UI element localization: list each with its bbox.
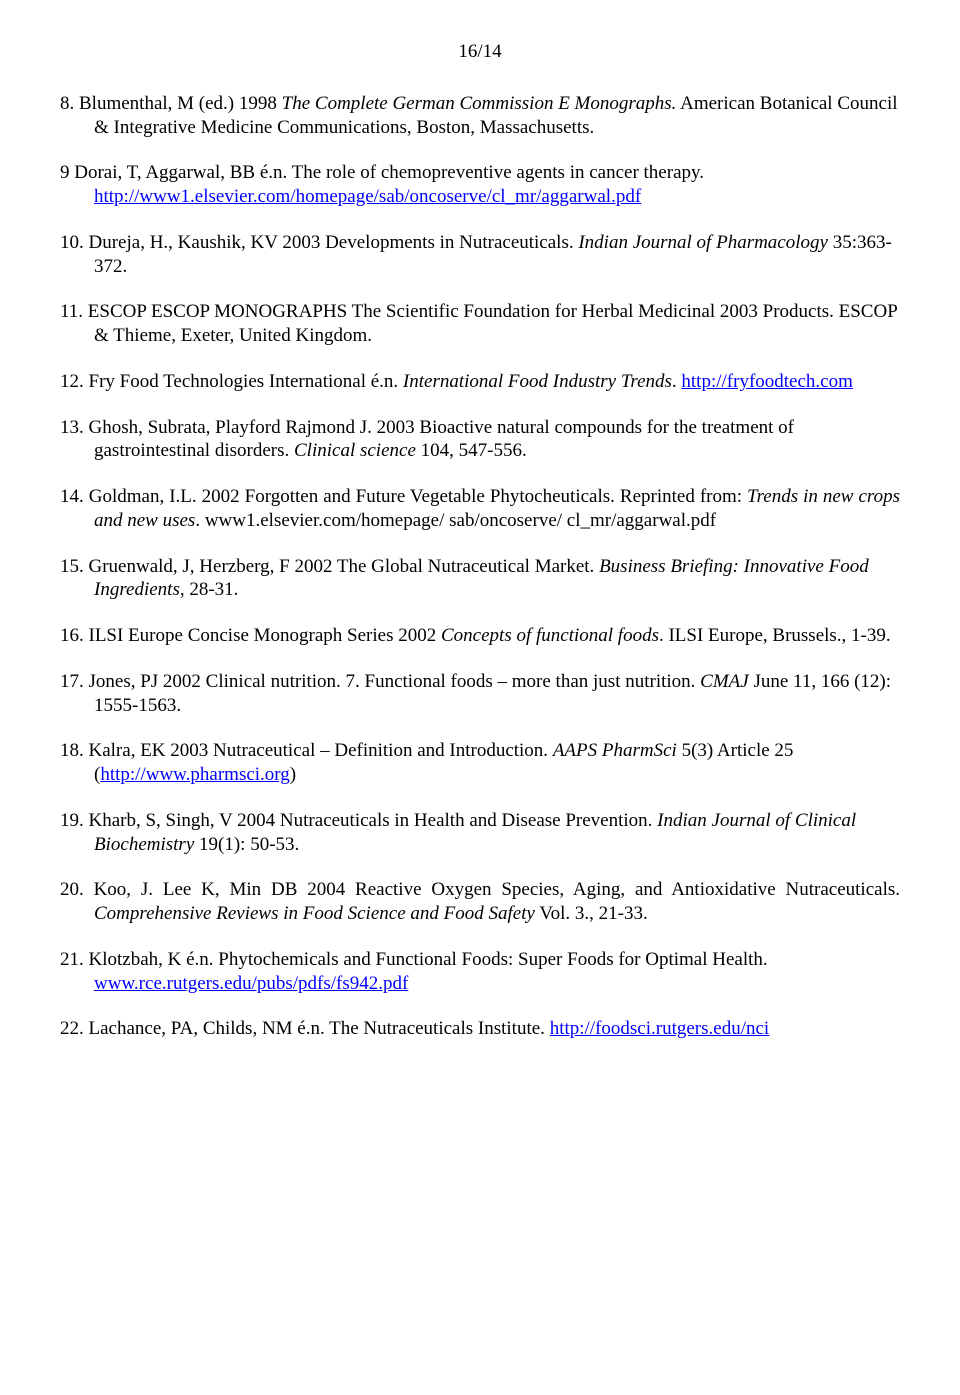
- reference-17: 17. Jones, PJ 2002 Clinical nutrition. 7…: [60, 670, 900, 718]
- ref-text: Jones, PJ 2002 Clinical nutrition. 7. Fu…: [84, 671, 700, 692]
- page-number: 16/14: [60, 40, 900, 64]
- ref-text: ILSI Europe Concise Monograph Series 200…: [84, 625, 441, 646]
- ref-text: Dorai, T, Aggarwal, BB é.n. The role of …: [70, 162, 705, 183]
- ref-num: 20.: [60, 879, 84, 900]
- ref-text: Gruenwald, J, Herzberg, F 2002 The Globa…: [84, 556, 599, 577]
- ref-italic: Comprehensive Reviews in Food Science an…: [94, 903, 535, 924]
- ref-italic: Clinical science: [294, 440, 416, 461]
- reference-10: 10. Dureja, H., Kaushik, KV 2003 Develop…: [60, 231, 900, 279]
- ref-num: 21.: [60, 949, 84, 970]
- ref-text: Blumenthal, M (ed.) 1998: [74, 93, 281, 114]
- reference-12: 12. Fry Food Technologies International …: [60, 370, 900, 394]
- ref-italic: AAPS PharmSci: [553, 740, 677, 761]
- ref-text: Klotzbah, K é.n. Phytochemicals and Func…: [84, 949, 768, 970]
- ref-text: Goldman, I.L. 2002 Forgotten and Future …: [84, 486, 747, 507]
- ref-italic: International Food Industry Trends: [403, 371, 672, 392]
- reference-19: 19. Kharb, S, Singh, V 2004 Nutraceutica…: [60, 809, 900, 857]
- reference-21: 21. Klotzbah, K é.n. Phytochemicals and …: [60, 948, 900, 996]
- reference-9: 9 Dorai, T, Aggarwal, BB é.n. The role o…: [60, 161, 900, 209]
- ref-text: , 28-31.: [180, 579, 239, 600]
- ref-text: 104, 547-556.: [416, 440, 527, 461]
- reference-16: 16. ILSI Europe Concise Monograph Series…: [60, 624, 900, 648]
- ref-italic: The Complete German Commission E Monogra…: [282, 93, 677, 114]
- ref-num: 22.: [60, 1018, 84, 1039]
- ref-num: 8.: [60, 93, 74, 114]
- ref-text: Lachance, PA, Childs, NM é.n. The Nutrac…: [84, 1018, 550, 1039]
- ref-num: 12.: [60, 371, 84, 392]
- ref-link[interactable]: http://www.pharmsci.org: [100, 764, 289, 785]
- ref-link[interactable]: http://foodsci.rutgers.edu/nci: [550, 1018, 770, 1039]
- ref-link[interactable]: http://fryfoodtech.com: [681, 371, 852, 392]
- ref-num: 15.: [60, 556, 84, 577]
- ref-link[interactable]: http://www1.elsevier.com/homepage/sab/on…: [94, 186, 641, 207]
- reference-22: 22. Lachance, PA, Childs, NM é.n. The Nu…: [60, 1017, 900, 1041]
- ref-italic: Indian Journal of Pharmacology: [578, 232, 832, 253]
- ref-num: 14.: [60, 486, 84, 507]
- ref-text: ESCOP ESCOP MONOGRAPHS The Scientific Fo…: [83, 301, 897, 346]
- ref-text: Kalra, EK 2003 Nutraceutical – Definitio…: [84, 740, 553, 761]
- ref-num: 13.: [60, 417, 84, 438]
- ref-num: 19.: [60, 810, 84, 831]
- ref-italic: CMAJ: [700, 671, 749, 692]
- ref-num: 11.: [60, 301, 83, 322]
- ref-text: ): [290, 764, 296, 785]
- ref-num: 18.: [60, 740, 84, 761]
- ref-text: .: [672, 371, 682, 392]
- ref-num: 16.: [60, 625, 84, 646]
- ref-num: 10.: [60, 232, 84, 253]
- ref-link[interactable]: www.rce.rutgers.edu/pubs/pdfs/fs942.pdf: [94, 973, 408, 994]
- ref-text: Kharb, S, Singh, V 2004 Nutraceuticals i…: [84, 810, 657, 831]
- reference-8: 8. Blumenthal, M (ed.) 1998 The Complete…: [60, 92, 900, 140]
- ref-text: . www1.elsevier.com/homepage/ sab/oncose…: [195, 510, 716, 531]
- ref-num: 9: [60, 162, 70, 183]
- ref-text: Dureja, H., Kaushik, KV 2003 Development…: [84, 232, 579, 253]
- reference-15: 15. Gruenwald, J, Herzberg, F 2002 The G…: [60, 555, 900, 603]
- ref-text: Fry Food Technologies International é.n.: [84, 371, 403, 392]
- ref-text: Koo, J. Lee K, Min DB 2004 Reactive Oxyg…: [84, 879, 900, 900]
- ref-text: 19(1): 50-53.: [194, 834, 299, 855]
- reference-18: 18. Kalra, EK 2003 Nutraceutical – Defin…: [60, 739, 900, 787]
- ref-text: . ILSI Europe, Brussels., 1-39.: [659, 625, 891, 646]
- reference-20: 20. Koo, J. Lee K, Min DB 2004 Reactive …: [60, 878, 900, 926]
- reference-14: 14. Goldman, I.L. 2002 Forgotten and Fut…: [60, 485, 900, 533]
- ref-text: Vol. 3., 21-33.: [535, 903, 648, 924]
- reference-13: 13. Ghosh, Subrata, Playford Rajmond J. …: [60, 416, 900, 464]
- ref-italic: Concepts of functional foods: [441, 625, 659, 646]
- reference-11: 11. ESCOP ESCOP MONOGRAPHS The Scientifi…: [60, 300, 900, 348]
- ref-num: 17.: [60, 671, 84, 692]
